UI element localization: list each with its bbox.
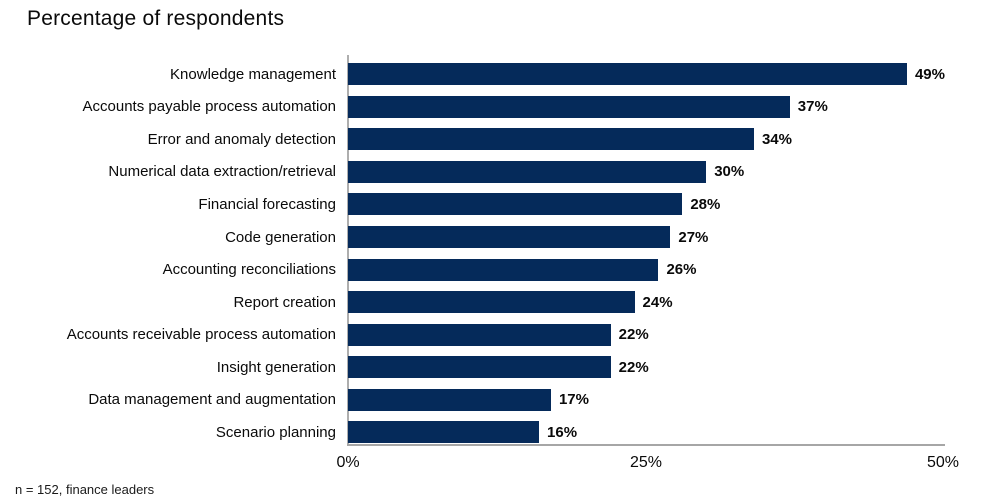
value-label: 27% — [678, 228, 709, 246]
bar — [348, 323, 611, 346]
value-label: 28% — [690, 195, 721, 213]
bar-track: 34% — [348, 128, 945, 151]
category-label: Data management and augmentation — [88, 391, 336, 409]
category-label: Code generation — [225, 228, 336, 246]
value-label: 30% — [714, 163, 745, 181]
bar-track: 49% — [348, 63, 945, 86]
bar — [348, 128, 754, 151]
category-label: Knowledge management — [170, 65, 336, 83]
y-axis-line — [346, 55, 349, 445]
category-label: Accounts receivable process automation — [66, 326, 336, 344]
footnote: n = 152, finance leaders — [15, 482, 155, 497]
page-title: Percentage of respondents — [27, 7, 285, 30]
bar-track: 16% — [348, 421, 945, 444]
bar — [348, 291, 635, 314]
chart-row: Accounting reconciliations 26% — [0, 253, 1008, 286]
bar — [348, 388, 551, 411]
value-label: 34% — [761, 130, 792, 148]
category-label: Accounting reconciliations — [162, 261, 336, 279]
chart-row: Numerical data extraction/retrieval 30% — [0, 156, 1008, 189]
bar-track: 17% — [348, 388, 945, 411]
bar — [348, 258, 659, 281]
x-tick-50: 50% — [926, 454, 960, 471]
chart-row: Accounts receivable process automation 2… — [0, 318, 1008, 351]
value-label: 22% — [618, 326, 649, 344]
bar-track: 26% — [348, 258, 945, 281]
bar-rows: Knowledge management 49% Accounts payabl… — [0, 58, 1008, 449]
category-label: Error and anomaly detection — [147, 130, 336, 148]
bar-track: 28% — [348, 193, 945, 216]
value-label: 37% — [797, 98, 828, 116]
bar — [348, 193, 683, 216]
chart-row: Data management and augmentation 17% — [0, 383, 1008, 416]
bar — [348, 63, 907, 86]
bar-track: 22% — [348, 356, 945, 379]
chart-row: Knowledge management 49% — [0, 58, 1008, 91]
bar — [348, 226, 671, 248]
bar — [348, 160, 707, 183]
value-label: 49% — [914, 65, 945, 83]
chart-row: Financial forecasting 28% — [0, 188, 1008, 221]
category-label: Numerical data extraction/retrieval — [108, 163, 336, 181]
x-tick-0: 0% — [336, 454, 360, 471]
chart-row: Error and anomaly detection 34% — [0, 123, 1008, 156]
chart-row: Insight generation 22% — [0, 351, 1008, 384]
bar-track: 22% — [348, 323, 945, 346]
x-tick-25: 25% — [629, 454, 663, 471]
value-label: 22% — [618, 358, 649, 376]
category-label: Financial forecasting — [198, 195, 336, 213]
value-label: 24% — [642, 293, 673, 311]
chart-row: Code generation 27% — [0, 221, 1008, 254]
value-label: 26% — [666, 261, 697, 279]
bar — [348, 95, 790, 118]
bar-track: 27% — [348, 226, 945, 248]
chart-row: Report creation 24% — [0, 286, 1008, 319]
bar-track: 37% — [348, 95, 945, 118]
category-label: Scenario planning — [215, 423, 336, 441]
category-label: Insight generation — [216, 358, 336, 376]
x-axis-line — [346, 444, 945, 446]
category-label: Report creation — [233, 293, 336, 311]
bar-track: 24% — [348, 291, 945, 314]
bar — [348, 356, 611, 379]
category-label: Accounts payable process automation — [82, 98, 336, 116]
bar-track: 30% — [348, 160, 945, 183]
value-label: 17% — [558, 391, 589, 409]
bar — [348, 421, 540, 444]
chart-row: Accounts payable process automation 37% — [0, 91, 1008, 124]
value-label: 16% — [547, 423, 578, 441]
chart-row: Scenario planning 16% — [0, 416, 1008, 449]
